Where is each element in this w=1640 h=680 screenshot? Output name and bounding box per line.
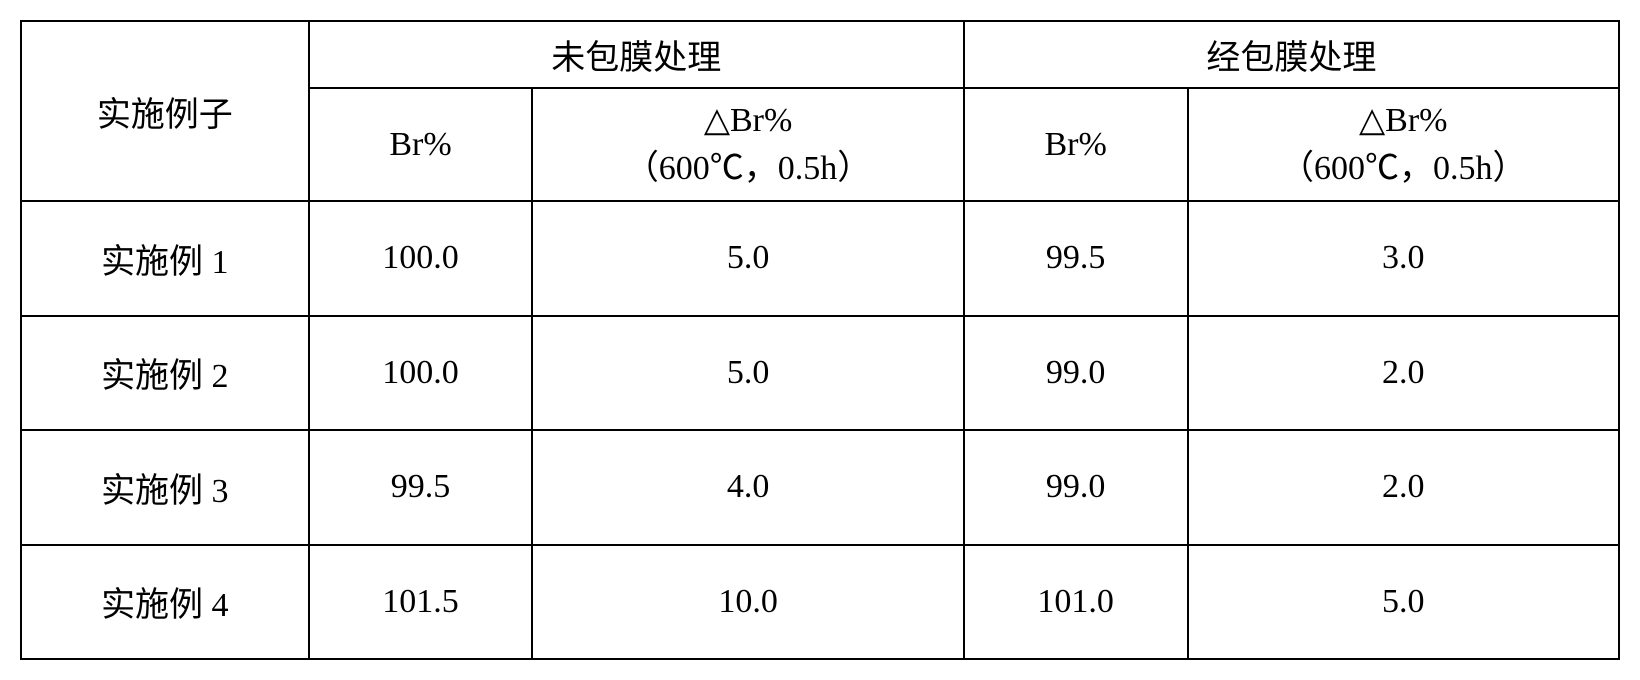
cell-g2-br: 99.5 (964, 201, 1188, 315)
header-g1-br: Br% (309, 88, 533, 201)
header-delta-line1: △Br% (1359, 102, 1447, 139)
table-row: 实施例 4 101.5 10.0 101.0 5.0 (21, 545, 1619, 659)
cell-g1-delta: 5.0 (532, 201, 963, 315)
header-delta-line2: （600℃，0.5h） (625, 150, 872, 187)
header-group-2: 经包膜处理 (964, 21, 1619, 88)
header-row-label: 实施例子 (21, 21, 309, 201)
header-g2-delta: △Br% （600℃，0.5h） (1188, 88, 1619, 201)
table-row: 实施例 2 100.0 5.0 99.0 2.0 (21, 316, 1619, 430)
cell-g2-br: 99.0 (964, 316, 1188, 430)
cell-g2-delta: 5.0 (1188, 545, 1619, 659)
cell-g1-delta: 4.0 (532, 430, 963, 544)
cell-g2-br: 99.0 (964, 430, 1188, 544)
cell-g1-delta: 10.0 (532, 545, 963, 659)
header-g2-br: Br% (964, 88, 1188, 201)
cell-g1-delta: 5.0 (532, 316, 963, 430)
header-row-1: 实施例子 未包膜处理 经包膜处理 (21, 21, 1619, 88)
header-delta-line2: （600℃，0.5h） (1280, 150, 1527, 187)
cell-g2-br: 101.0 (964, 545, 1188, 659)
table-header: 实施例子 未包膜处理 经包膜处理 Br% △Br% （600℃，0.5h） Br… (21, 21, 1619, 201)
cell-label: 实施例 3 (21, 430, 309, 544)
cell-label: 实施例 1 (21, 201, 309, 315)
table-row: 实施例 1 100.0 5.0 99.5 3.0 (21, 201, 1619, 315)
header-delta-line1: △Br% (704, 102, 792, 139)
cell-label: 实施例 4 (21, 545, 309, 659)
data-table: 实施例子 未包膜处理 经包膜处理 Br% △Br% （600℃，0.5h） Br… (20, 20, 1620, 660)
table-row: 实施例 3 99.5 4.0 99.0 2.0 (21, 430, 1619, 544)
cell-g2-delta: 2.0 (1188, 430, 1619, 544)
cell-g2-delta: 3.0 (1188, 201, 1619, 315)
cell-g2-delta: 2.0 (1188, 316, 1619, 430)
cell-g1-br: 101.5 (309, 545, 533, 659)
cell-label: 实施例 2 (21, 316, 309, 430)
cell-g1-br: 100.0 (309, 201, 533, 315)
table-body: 实施例 1 100.0 5.0 99.5 3.0 实施例 2 100.0 5.0… (21, 201, 1619, 659)
cell-g1-br: 99.5 (309, 430, 533, 544)
header-group-1: 未包膜处理 (309, 21, 964, 88)
cell-g1-br: 100.0 (309, 316, 533, 430)
header-g1-delta: △Br% （600℃，0.5h） (532, 88, 963, 201)
